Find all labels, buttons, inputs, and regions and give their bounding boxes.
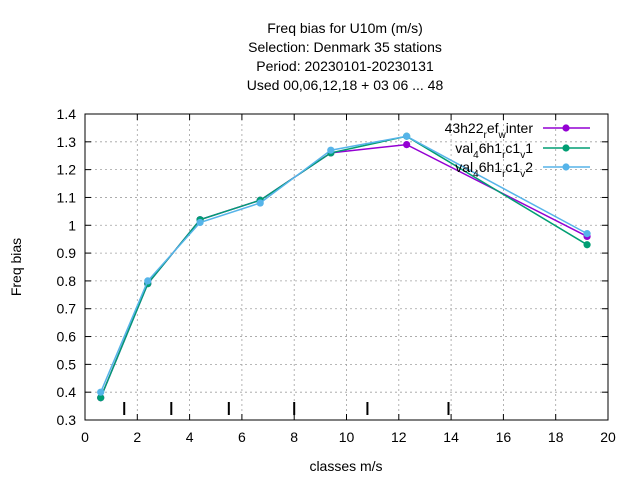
y-tick-label: 0.6 xyxy=(57,329,77,345)
x-tick-label: 20 xyxy=(600,429,616,445)
y-tick-label: 0.5 xyxy=(57,356,77,372)
legend-swatch-point xyxy=(562,144,570,152)
x-tick-label: 16 xyxy=(496,429,512,445)
data-point xyxy=(97,388,105,396)
x-tick-label: 10 xyxy=(339,429,355,445)
x-tick-label: 6 xyxy=(238,429,246,445)
y-tick-label: 1.2 xyxy=(57,162,77,178)
title-line-4: Used 00,06,12,18 + 03 06 ... 48 xyxy=(247,77,444,93)
data-point xyxy=(403,141,411,149)
x-tick-label: 2 xyxy=(133,429,141,445)
data-point xyxy=(583,241,591,249)
data-point xyxy=(196,218,204,227)
x-tick-label: 0 xyxy=(81,429,89,445)
x-tick-label: 12 xyxy=(391,429,407,445)
x-tick-label: 4 xyxy=(186,429,194,445)
y-tick-label: 1.1 xyxy=(57,189,77,205)
legend-label: 43h22refwinter xyxy=(445,120,534,141)
data-point xyxy=(144,277,152,285)
data-point xyxy=(327,146,335,154)
y-tick-label: 0.7 xyxy=(57,301,77,317)
legend-label: val46h1rc1v1 xyxy=(455,140,533,161)
data-point xyxy=(583,230,591,238)
y-tick-label: 0.3 xyxy=(57,412,77,428)
axis-ticks: 0 2 4 6 8 10 12 14 16 18 20 0.3 0.4 0.5 0.6 0.7 0.8 0.9 1 1… xyxy=(57,106,616,445)
title-line-1: Freq bias for U10m (m/s) xyxy=(267,20,423,36)
legend-label: val46h1rc1v2 xyxy=(455,159,533,180)
title-line-2: Selection: Denmark 35 stations xyxy=(248,39,442,55)
y-axis-label: Freq bias xyxy=(8,238,24,296)
legend-swatch-point xyxy=(562,124,570,132)
y-tick-label: 0.4 xyxy=(57,384,77,400)
chart-title: Freq bias for U10m (m/s) Selection: Denm… xyxy=(247,20,444,93)
x-tick-label: 14 xyxy=(443,429,459,445)
y-tick-label: 0.8 xyxy=(57,273,77,289)
title-line-3: Period: 20230101-20230131 xyxy=(256,58,434,74)
x-tick-label: 8 xyxy=(290,429,298,445)
plot-frame xyxy=(84,113,609,421)
series-line xyxy=(100,143,588,398)
series-line xyxy=(100,135,588,398)
legend-swatch-point xyxy=(562,163,570,171)
y-tick-label: 1 xyxy=(68,217,76,233)
data-point xyxy=(403,132,411,140)
x-tick-label: 18 xyxy=(548,429,564,445)
data-point xyxy=(256,199,264,207)
x-axis-label: classes m/s xyxy=(309,458,382,474)
y-tick-label: 1.3 xyxy=(57,134,77,150)
y-tick-label: 0.9 xyxy=(57,245,77,261)
class-boundary-markers xyxy=(123,402,450,415)
data-point xyxy=(97,394,105,402)
data-series xyxy=(97,132,591,402)
y-tick-label: 1.4 xyxy=(57,106,77,122)
